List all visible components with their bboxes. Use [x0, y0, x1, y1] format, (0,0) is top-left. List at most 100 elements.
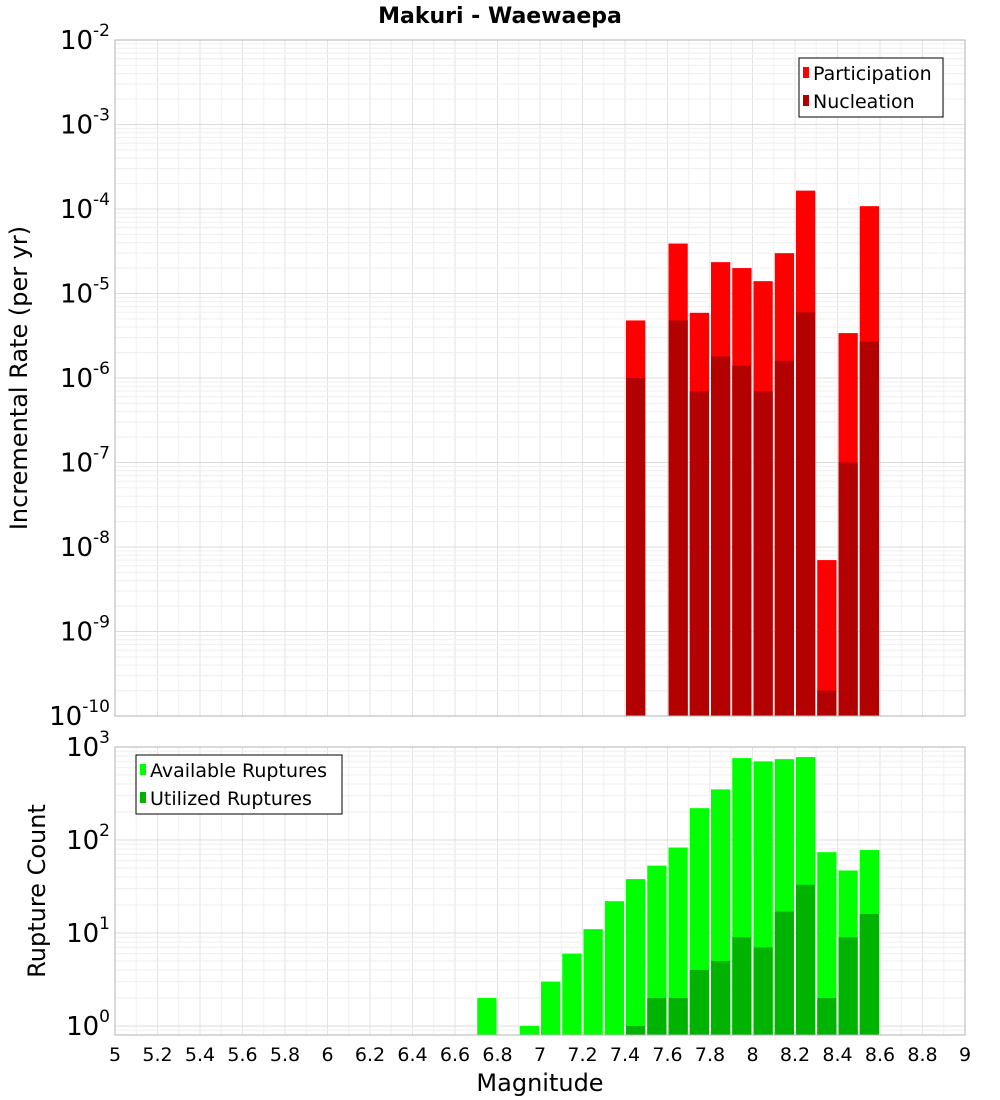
top-y-axis-label: Incremental Rate (per yr): [5, 226, 33, 530]
bar-utilized-ruptures: [774, 911, 794, 1035]
y-tick-base: 10: [60, 618, 93, 648]
y-tick-exponent: -9: [93, 613, 110, 633]
top-y-ticks: 10-210-310-410-510-610-710-810-910-10: [49, 21, 110, 732]
bar-utilized-ruptures: [711, 960, 731, 1035]
bar-participation: [817, 560, 837, 716]
y-tick-base: 10: [49, 702, 82, 732]
bar-nucleation: [796, 312, 816, 716]
bar-nucleation: [817, 690, 837, 716]
y-tick-base: 10: [60, 26, 93, 56]
x-tick-label: 8.4: [822, 1044, 852, 1066]
top-grid: [114, 39, 966, 717]
x-tick-label: 6.2: [355, 1044, 385, 1066]
legend-swatch: [140, 764, 146, 775]
x-tick-label: 6.6: [440, 1044, 470, 1066]
legend-label: Utilized Ruptures: [150, 788, 312, 810]
x-tick-label: 5: [109, 1044, 121, 1066]
bar-nucleation: [774, 360, 794, 716]
x-tick-label: 8: [746, 1044, 758, 1066]
y-tick-label: 102: [66, 821, 110, 856]
y-tick-label: 10-4: [60, 190, 110, 225]
bar-nucleation: [732, 365, 752, 716]
legend-box: [135, 754, 343, 815]
y-tick-label: 10-10: [49, 697, 110, 732]
bar-available-ruptures: [541, 981, 561, 1035]
y-tick-base: 10: [60, 364, 93, 394]
y-tick-exponent: -10: [82, 697, 110, 717]
top-legend: Participation Nucleation: [798, 57, 944, 118]
bar-available-ruptures: [477, 997, 497, 1035]
legend-swatch: [140, 792, 146, 803]
top-plot-frame: [114, 39, 966, 717]
bottom-plot-frame: [114, 746, 966, 1036]
x-tick-label: 8.2: [780, 1044, 810, 1066]
x-tick-label: 7.2: [567, 1044, 597, 1066]
bottom-y-axis-label: Rupture Count: [23, 804, 51, 978]
y-tick-exponent: -6: [93, 359, 110, 379]
y-tick-label: 100: [66, 1007, 110, 1042]
x-ticks: 5 5.2 5.4 5.6 5.8 6 6.2 6.4 6.6 6.8 7 7.2 7.4 7.6 7.8 8…: [109, 1044, 971, 1066]
bar-available-ruptures: [519, 1025, 539, 1035]
bottom-bars: [477, 757, 879, 1035]
y-tick-label: 103: [66, 728, 110, 763]
bar-utilized-ruptures: [796, 884, 816, 1035]
y-tick-exponent: 0: [99, 1007, 110, 1027]
x-tick-label: 5.4: [185, 1044, 215, 1066]
y-tick-base: 10: [66, 919, 99, 949]
y-tick-label: 101: [66, 914, 110, 949]
bar-available-ruptures: [604, 901, 624, 1035]
y-tick-exponent: 3: [99, 728, 110, 748]
legend-label: Nucleation: [813, 91, 915, 113]
bar-available-ruptures: [562, 953, 582, 1035]
legend-swatch: [803, 95, 809, 106]
bar-utilized-ruptures: [626, 1025, 646, 1035]
y-tick-exponent: 1: [99, 914, 110, 934]
x-tick-label: 9: [959, 1044, 971, 1066]
x-tick-label: 5.2: [142, 1044, 172, 1066]
y-tick-exponent: -3: [93, 106, 110, 126]
y-tick-base: 10: [60, 280, 93, 310]
legend-swatch: [803, 67, 809, 78]
y-tick-label: 10-7: [60, 444, 110, 479]
x-tick-label: 6: [321, 1044, 333, 1066]
y-tick-label: 10-8: [60, 528, 110, 563]
x-tick-label: 7: [534, 1044, 546, 1066]
y-tick-label: 10-2: [60, 21, 110, 56]
bar-available-ruptures: [583, 929, 603, 1035]
bar-available-ruptures: [626, 879, 646, 1035]
y-tick-exponent: 2: [99, 821, 110, 841]
bottom-legend: Available Ruptures Utilized Ruptures: [135, 754, 343, 815]
x-tick-label: 7.8: [695, 1044, 725, 1066]
x-tick-label: 8.8: [907, 1044, 937, 1066]
y-tick-exponent: -8: [93, 528, 110, 548]
y-tick-base: 10: [66, 1012, 99, 1042]
bar-available-ruptures: [647, 865, 667, 1035]
bar-utilized-ruptures: [647, 997, 667, 1035]
y-tick-label: 10-3: [60, 106, 110, 141]
bar-nucleation: [668, 320, 688, 716]
y-tick-base: 10: [60, 111, 93, 141]
x-tick-label: 5.6: [227, 1044, 257, 1066]
top-panel: 10-210-310-410-510-610-710-810-910-10 In…: [5, 21, 966, 732]
y-tick-label: 10-6: [60, 359, 110, 394]
bar-nucleation: [626, 378, 646, 716]
y-tick-exponent: -7: [93, 444, 110, 464]
bar-nucleation: [753, 391, 773, 716]
x-tick-label: 6.8: [482, 1044, 512, 1066]
legend-label: Available Ruptures: [150, 760, 327, 782]
x-tick-label: 5.8: [270, 1044, 300, 1066]
bar-utilized-ruptures: [817, 997, 837, 1035]
legend-box: [798, 57, 944, 118]
bar-utilized-ruptures: [859, 914, 879, 1035]
bar-available-ruptures: [668, 847, 688, 1035]
bar-utilized-ruptures: [732, 937, 752, 1035]
y-tick-exponent: -5: [93, 275, 110, 295]
bar-utilized-ruptures: [668, 997, 688, 1035]
bar-nucleation: [711, 356, 731, 716]
bar-utilized-ruptures: [689, 969, 709, 1035]
y-tick-base: 10: [66, 733, 99, 763]
y-tick-base: 10: [60, 449, 93, 479]
